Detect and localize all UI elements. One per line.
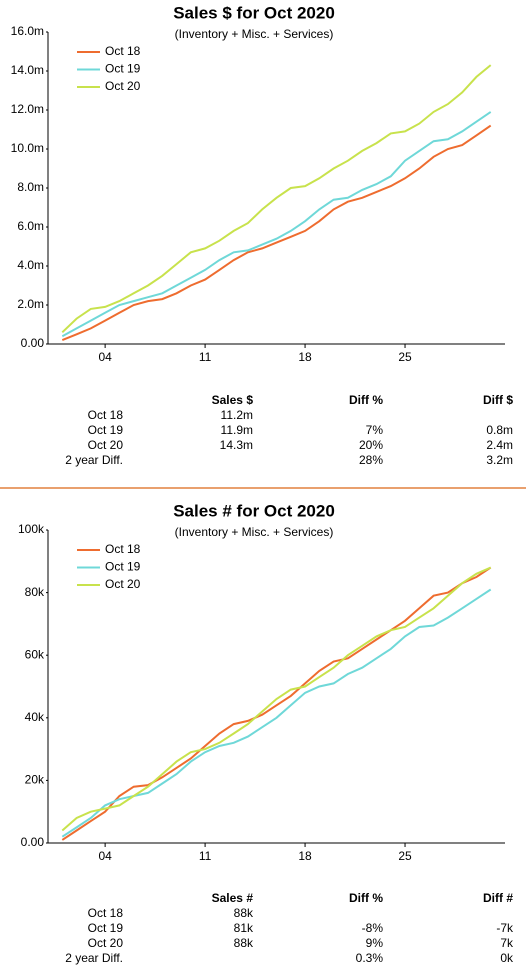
series-line — [61, 566, 492, 832]
legend-label: Oct 20 — [105, 79, 141, 93]
row-label: Oct 18 — [88, 906, 124, 920]
table-cell: 7k — [500, 936, 514, 950]
x-tick-label: 11 — [199, 849, 212, 863]
x-tick-label: 04 — [98, 350, 112, 364]
table-cell: 0.8m — [486, 423, 513, 437]
chart-subtitle: (Inventory + Misc. + Services) — [175, 27, 334, 41]
chart-subtitle: (Inventory + Misc. + Services) — [175, 525, 334, 539]
y-tick-label: 4.0m — [17, 258, 44, 272]
table-cell: -7k — [496, 921, 514, 935]
y-tick-label: 6.0m — [17, 219, 44, 233]
legend-label: Oct 19 — [105, 560, 141, 574]
y-tick-label: 16.0m — [11, 24, 44, 38]
table-header: Diff # — [483, 891, 513, 905]
chart-title: Sales # for Oct 2020 — [173, 501, 335, 520]
table-header: Sales $ — [212, 393, 254, 407]
series-line — [61, 124, 492, 342]
x-tick-label: 04 — [98, 849, 112, 863]
x-tick-label: 18 — [298, 849, 312, 863]
table-cell: 88k — [234, 906, 254, 920]
row-label: Oct 20 — [88, 438, 124, 452]
table-cell: 2.4m — [486, 438, 513, 452]
y-tick-label: 8.0m — [17, 180, 44, 194]
table-cell: 0.3% — [356, 951, 384, 965]
series-line — [61, 111, 492, 338]
chart-title: Sales $ for Oct 2020 — [173, 3, 335, 22]
x-tick-label: 25 — [398, 350, 412, 364]
table-cell: 9% — [366, 936, 384, 950]
y-tick-label: 12.0m — [11, 102, 44, 116]
table-cell: 7% — [366, 423, 384, 437]
row-label: 2 year Diff. — [65, 453, 123, 467]
x-tick-label: 18 — [298, 350, 312, 364]
x-tick-label: 25 — [398, 849, 412, 863]
y-tick-label: 60k — [25, 647, 45, 661]
row-label: 2 year Diff. — [65, 951, 123, 965]
table-header: Diff $ — [483, 393, 513, 407]
legend-label: Oct 18 — [105, 542, 141, 556]
table-cell: 0k — [500, 951, 514, 965]
row-label: Oct 18 — [88, 408, 124, 422]
legend-label: Oct 18 — [105, 44, 141, 58]
table-cell: -8% — [362, 921, 384, 935]
table-header: Diff % — [349, 393, 383, 407]
x-tick-label: 11 — [199, 350, 212, 364]
y-tick-label: 40k — [25, 710, 45, 724]
y-tick-label: 80k — [25, 585, 45, 599]
y-tick-label: 20k — [25, 773, 45, 787]
table-cell: 28% — [359, 453, 383, 467]
table-cell: 11.2m — [221, 408, 253, 422]
y-tick-label: 14.0m — [11, 63, 44, 77]
table-cell: 14.3m — [220, 438, 253, 452]
legend-label: Oct 19 — [105, 62, 141, 76]
table-cell: 11.9m — [221, 423, 253, 437]
y-tick-label: 10.0m — [11, 141, 44, 155]
row-label: Oct 19 — [88, 423, 124, 437]
table-header: Sales # — [212, 891, 254, 905]
row-label: Oct 19 — [88, 921, 124, 935]
table-header: Diff % — [349, 891, 383, 905]
series-line — [61, 64, 492, 334]
series-line — [61, 566, 492, 841]
row-label: Oct 20 — [88, 936, 124, 950]
y-tick-label: 2.0m — [17, 297, 44, 311]
y-tick-label: 100k — [18, 522, 45, 536]
y-tick-label: 0.00 — [21, 835, 45, 849]
y-tick-label: 0.00 — [21, 336, 45, 350]
table-cell: 88k — [234, 936, 254, 950]
table-cell: 3.2m — [486, 453, 513, 467]
table-cell: 20% — [359, 438, 383, 452]
legend-label: Oct 20 — [105, 577, 141, 591]
table-cell: 81k — [234, 921, 254, 935]
